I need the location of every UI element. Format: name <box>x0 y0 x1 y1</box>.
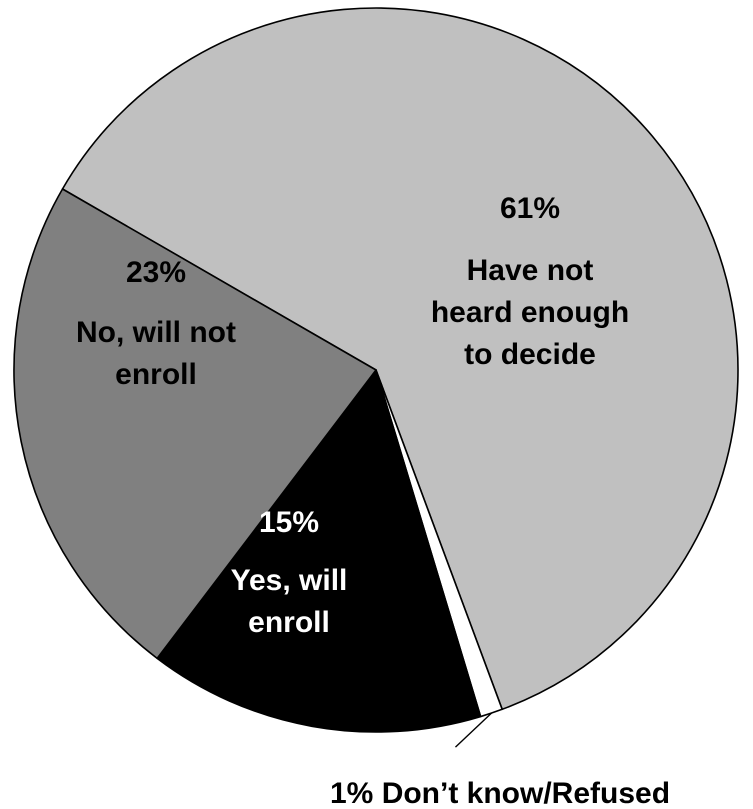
slice-percent-label: 15% <box>259 506 319 539</box>
slice-percent-label: 23% <box>126 256 186 289</box>
slice-category-label: Yes, will <box>231 564 348 597</box>
slice-callout-label: 1% Don’t know/Refused <box>330 777 670 809</box>
slice-category-label: enroll <box>115 358 197 391</box>
pie-slice-23 <box>13 188 377 660</box>
pie-slices <box>13 7 739 733</box>
slice-category-label: No, will not <box>76 316 236 349</box>
slice-percent-label: 61% <box>500 192 560 225</box>
pie-slice-61 <box>61 7 739 711</box>
slice-category-label: enroll <box>248 606 330 639</box>
slice-category-label: Have not <box>467 254 594 287</box>
pie-labels: 61% Have not heard enough to decide 1% Don’t… <box>76 192 670 809</box>
callout-leader-line <box>454 712 492 748</box>
pie-slice-15 <box>156 369 482 733</box>
slice-category-label: to decide <box>464 338 596 371</box>
slice-category-label: heard enough <box>431 296 629 329</box>
